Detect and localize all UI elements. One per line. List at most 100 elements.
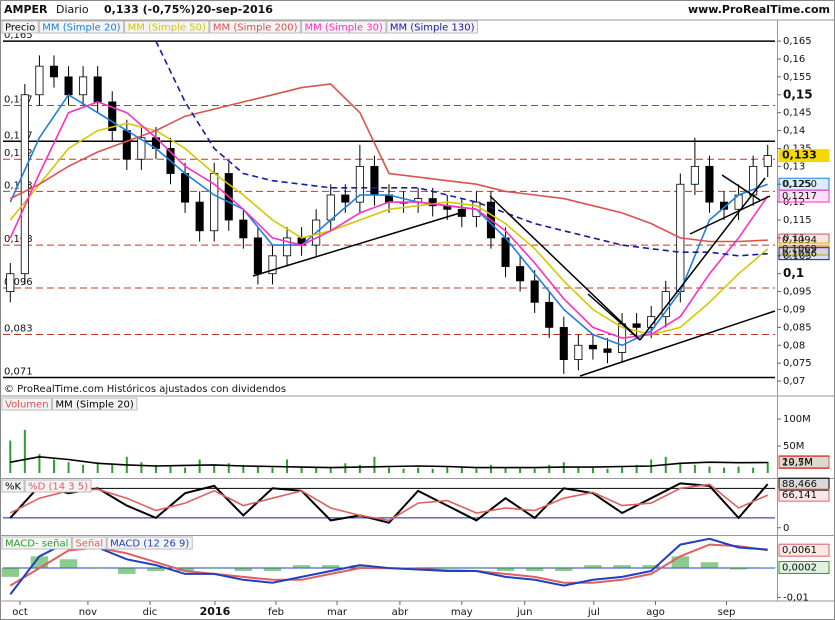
volume-bar: [271, 467, 274, 473]
value-label-box: [778, 247, 830, 261]
legend-label: MM (Simple 20): [56, 400, 134, 411]
series-line: [9, 101, 769, 339]
volume-bar: [460, 467, 463, 473]
volume-bar: [256, 466, 259, 473]
candle-body: [108, 101, 117, 131]
y-tick-label: 50M: [783, 441, 804, 452]
x-tick-label: mar: [327, 607, 348, 618]
volume-bar: [315, 467, 318, 473]
y-tick-label: 0,155: [783, 72, 812, 83]
candle-body: [79, 76, 88, 96]
y-tick-label: 0,105: [783, 251, 812, 262]
y-tick-label: 0,075: [783, 358, 812, 369]
level-label: 0,108: [4, 234, 33, 245]
x-tick-label: ago: [646, 607, 665, 618]
y-tick-label: 0,095: [783, 287, 812, 298]
volume-bar: [475, 468, 478, 473]
volume-bar: [184, 467, 187, 473]
level-label: 0,071: [4, 366, 33, 377]
histogram-bar: [525, 568, 544, 571]
candle-body: [661, 291, 670, 318]
series-line: [9, 83, 768, 243]
volume-bar: [489, 464, 492, 473]
candle-body: [341, 194, 350, 203]
histogram-bar: [88, 568, 107, 569]
x-tick-label: 2016: [200, 605, 231, 618]
candle-body: [516, 266, 525, 282]
y-tick-label: 0,165: [783, 36, 812, 47]
legend-label: MACD (12 26 9): [110, 539, 189, 550]
histogram-bar: [30, 556, 49, 569]
candle-body: [545, 301, 554, 328]
volume-bar: [227, 463, 230, 473]
value-label: 19,5M: [782, 457, 813, 468]
volume-bar: [708, 466, 711, 473]
value-label-box: [778, 488, 830, 502]
histogram-bar: [118, 568, 136, 574]
candle-body: [603, 348, 612, 353]
candle-body: [705, 165, 714, 203]
volume-bar: [242, 464, 245, 473]
x-tick-label: feb: [268, 607, 284, 618]
histogram-bar: [555, 568, 573, 571]
y-tick-label: 0,145: [783, 108, 812, 119]
candle-body: [719, 201, 729, 210]
legend-box: [209, 20, 302, 34]
value-label-box: [778, 455, 830, 469]
candle-body: [268, 255, 277, 275]
volume-bar: [140, 462, 143, 473]
site: www.ProRealTime.com: [688, 3, 830, 16]
y-tick-label: 0,16: [783, 54, 805, 65]
volume-bar: [96, 462, 99, 473]
volume-bar: [300, 466, 303, 473]
y-tick-label: 0,13: [783, 161, 805, 172]
value-label: 0,1069: [782, 244, 817, 255]
candle-body: [763, 155, 772, 167]
volume-bar: [519, 466, 522, 473]
x-tick-label: jul: [587, 607, 600, 618]
histogram-bar: [147, 568, 165, 571]
volume-bar: [169, 466, 172, 473]
y-tick-label: 0,12: [783, 197, 805, 208]
volume-bar: [766, 461, 769, 473]
volume-bar: [329, 466, 332, 473]
candle-body: [690, 165, 699, 185]
candle-body: [181, 173, 190, 203]
histogram-bar: [321, 565, 340, 569]
series-line: [9, 483, 769, 522]
trendline: [587, 293, 641, 341]
x-tick-label: may: [451, 607, 473, 618]
volume-bar: [431, 468, 434, 473]
legend-box: [71, 536, 107, 550]
volume-bar: [591, 467, 594, 473]
value-label: 0,1217: [782, 191, 817, 202]
y-tick-label: 0: [783, 523, 789, 534]
volume-bar: [154, 464, 157, 473]
value-label-box: [778, 149, 830, 163]
histogram-bar: [758, 567, 777, 569]
candle-body: [6, 273, 15, 292]
candle-body: [20, 94, 29, 275]
period: Diario: [56, 3, 89, 16]
value-label: 0,133: [782, 149, 817, 162]
value-label-box: [778, 560, 830, 574]
candle-body: [326, 194, 335, 221]
value-label: 0,0002: [782, 562, 817, 573]
volume-bar: [577, 467, 580, 473]
histogram-bar: [613, 565, 631, 569]
x-tick-label: nov: [79, 607, 97, 618]
series-line: [10, 455, 768, 469]
candle-body: [122, 130, 131, 160]
volume-bar: [446, 466, 449, 473]
source-note: © ProRealTime.com Históricos ajustados c…: [4, 383, 286, 395]
y-tick-label: 0,08: [783, 340, 805, 351]
y-tick-label: 100M: [783, 414, 811, 425]
legend-label: MM (Simple 50): [128, 23, 206, 34]
histogram-bar: [729, 568, 748, 570]
level-label: 0,083: [4, 324, 33, 335]
candle-body: [35, 65, 44, 96]
x-tick-label: dic: [143, 607, 158, 618]
